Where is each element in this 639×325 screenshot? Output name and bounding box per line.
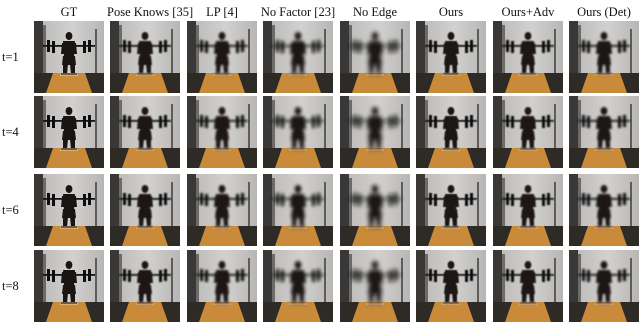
frame-image <box>187 174 257 246</box>
frame-image <box>110 174 180 246</box>
column-header: No Edge <box>352 5 398 19</box>
column-header: Ours <box>438 5 464 19</box>
column-header: No Factor [23] <box>260 5 336 19</box>
frame-image <box>34 21 104 93</box>
row-label: t=1 <box>2 50 19 64</box>
frame-image <box>187 21 257 93</box>
frame-image <box>569 21 639 93</box>
frame-image <box>263 96 333 168</box>
frame-image <box>416 250 486 322</box>
frame-image <box>110 96 180 168</box>
frame-image <box>569 174 639 246</box>
column-header: Pose Knows [35] <box>107 5 194 19</box>
frame-image <box>187 96 257 168</box>
frame-image <box>34 250 104 322</box>
frame-image <box>110 250 180 322</box>
frame-image <box>340 96 410 168</box>
frame-image <box>493 174 563 246</box>
frame-image <box>263 21 333 93</box>
column-header: LP [4] <box>206 5 238 19</box>
frame-image <box>493 250 563 322</box>
frame-image <box>187 250 257 322</box>
frame-image <box>340 174 410 246</box>
frame-image <box>416 96 486 168</box>
frame-image <box>569 96 639 168</box>
frame-image <box>263 174 333 246</box>
row-label: t=8 <box>2 279 19 293</box>
column-header: Ours (Det) <box>577 5 631 19</box>
frame-image <box>569 250 639 322</box>
frame-image <box>34 96 104 168</box>
frame-image <box>340 250 410 322</box>
frame-image <box>416 21 486 93</box>
frame-image <box>110 21 180 93</box>
frame-image <box>340 21 410 93</box>
frame-image <box>493 21 563 93</box>
column-header: Ours+Adv <box>501 5 555 19</box>
frame-image <box>34 174 104 246</box>
frame-image <box>493 96 563 168</box>
frame-image <box>416 174 486 246</box>
column-header: GT <box>60 5 78 19</box>
row-label: t=6 <box>2 203 19 217</box>
row-label: t=4 <box>2 125 19 139</box>
frame-image <box>263 250 333 322</box>
